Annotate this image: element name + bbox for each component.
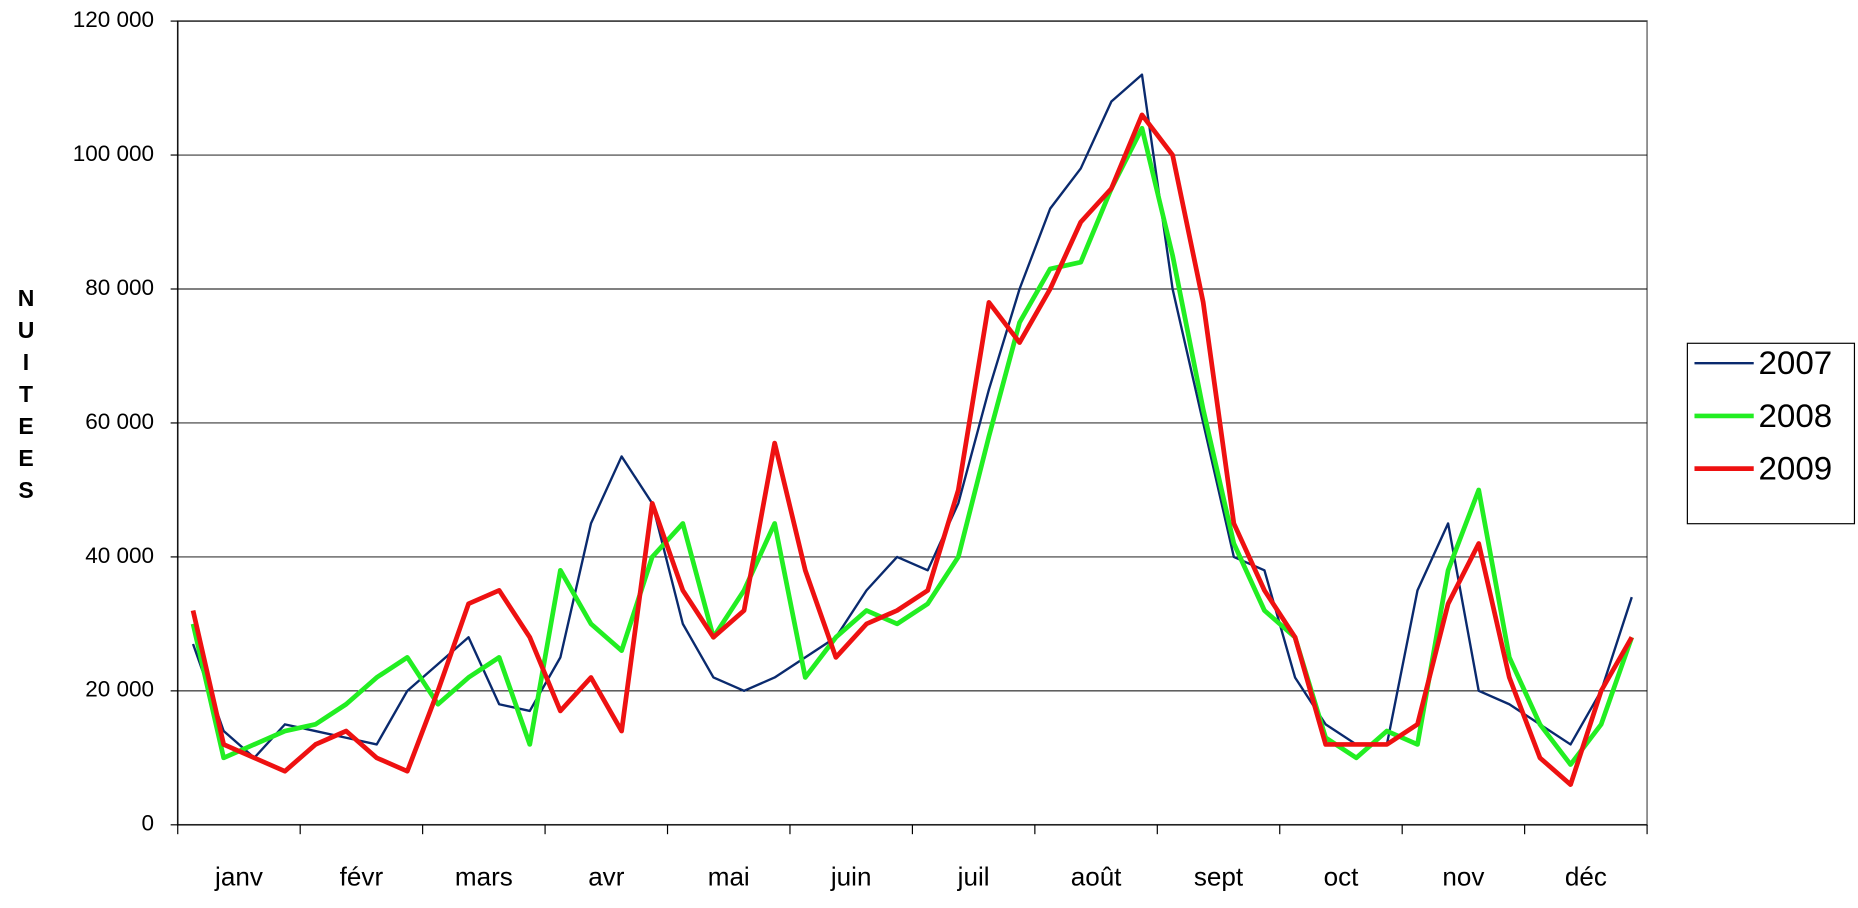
y-tick-label: 20 000: [85, 677, 154, 702]
x-tick-label: août: [1071, 864, 1123, 892]
y-axis-label: NUITEES: [13, 285, 39, 509]
series-line: [190, 125, 1635, 767]
legend-label: 2008: [1758, 397, 1832, 434]
y-tick-label: 120 000: [73, 7, 154, 32]
y-tick-label: 80 000: [85, 275, 154, 300]
x-tick-label: sept: [1194, 864, 1244, 892]
x-tick-label: mars: [455, 864, 513, 892]
x-tick-label: mai: [708, 864, 750, 892]
y-tick-label: 60 000: [85, 409, 154, 434]
series-line: [191, 73, 1633, 760]
x-tick-label: déc: [1565, 864, 1607, 892]
y-tick-label: 0: [142, 811, 155, 836]
x-tick-label: juil: [957, 864, 990, 892]
series-line: [190, 112, 1634, 787]
x-tick-label: févr: [340, 864, 384, 892]
y-tick-label: 100 000: [73, 141, 154, 166]
legend-box: [1686, 342, 1856, 525]
x-tick-label: juin: [830, 864, 872, 892]
y-tick-label: 40 000: [85, 543, 154, 568]
x-tick-label: oct: [1324, 864, 1360, 892]
x-tick-label: nov: [1442, 864, 1484, 892]
x-tick-label: janv: [214, 864, 263, 892]
legend-label: 2007: [1758, 344, 1832, 381]
legend-label: 2009: [1758, 450, 1832, 487]
x-tick-label: avr: [588, 864, 625, 892]
